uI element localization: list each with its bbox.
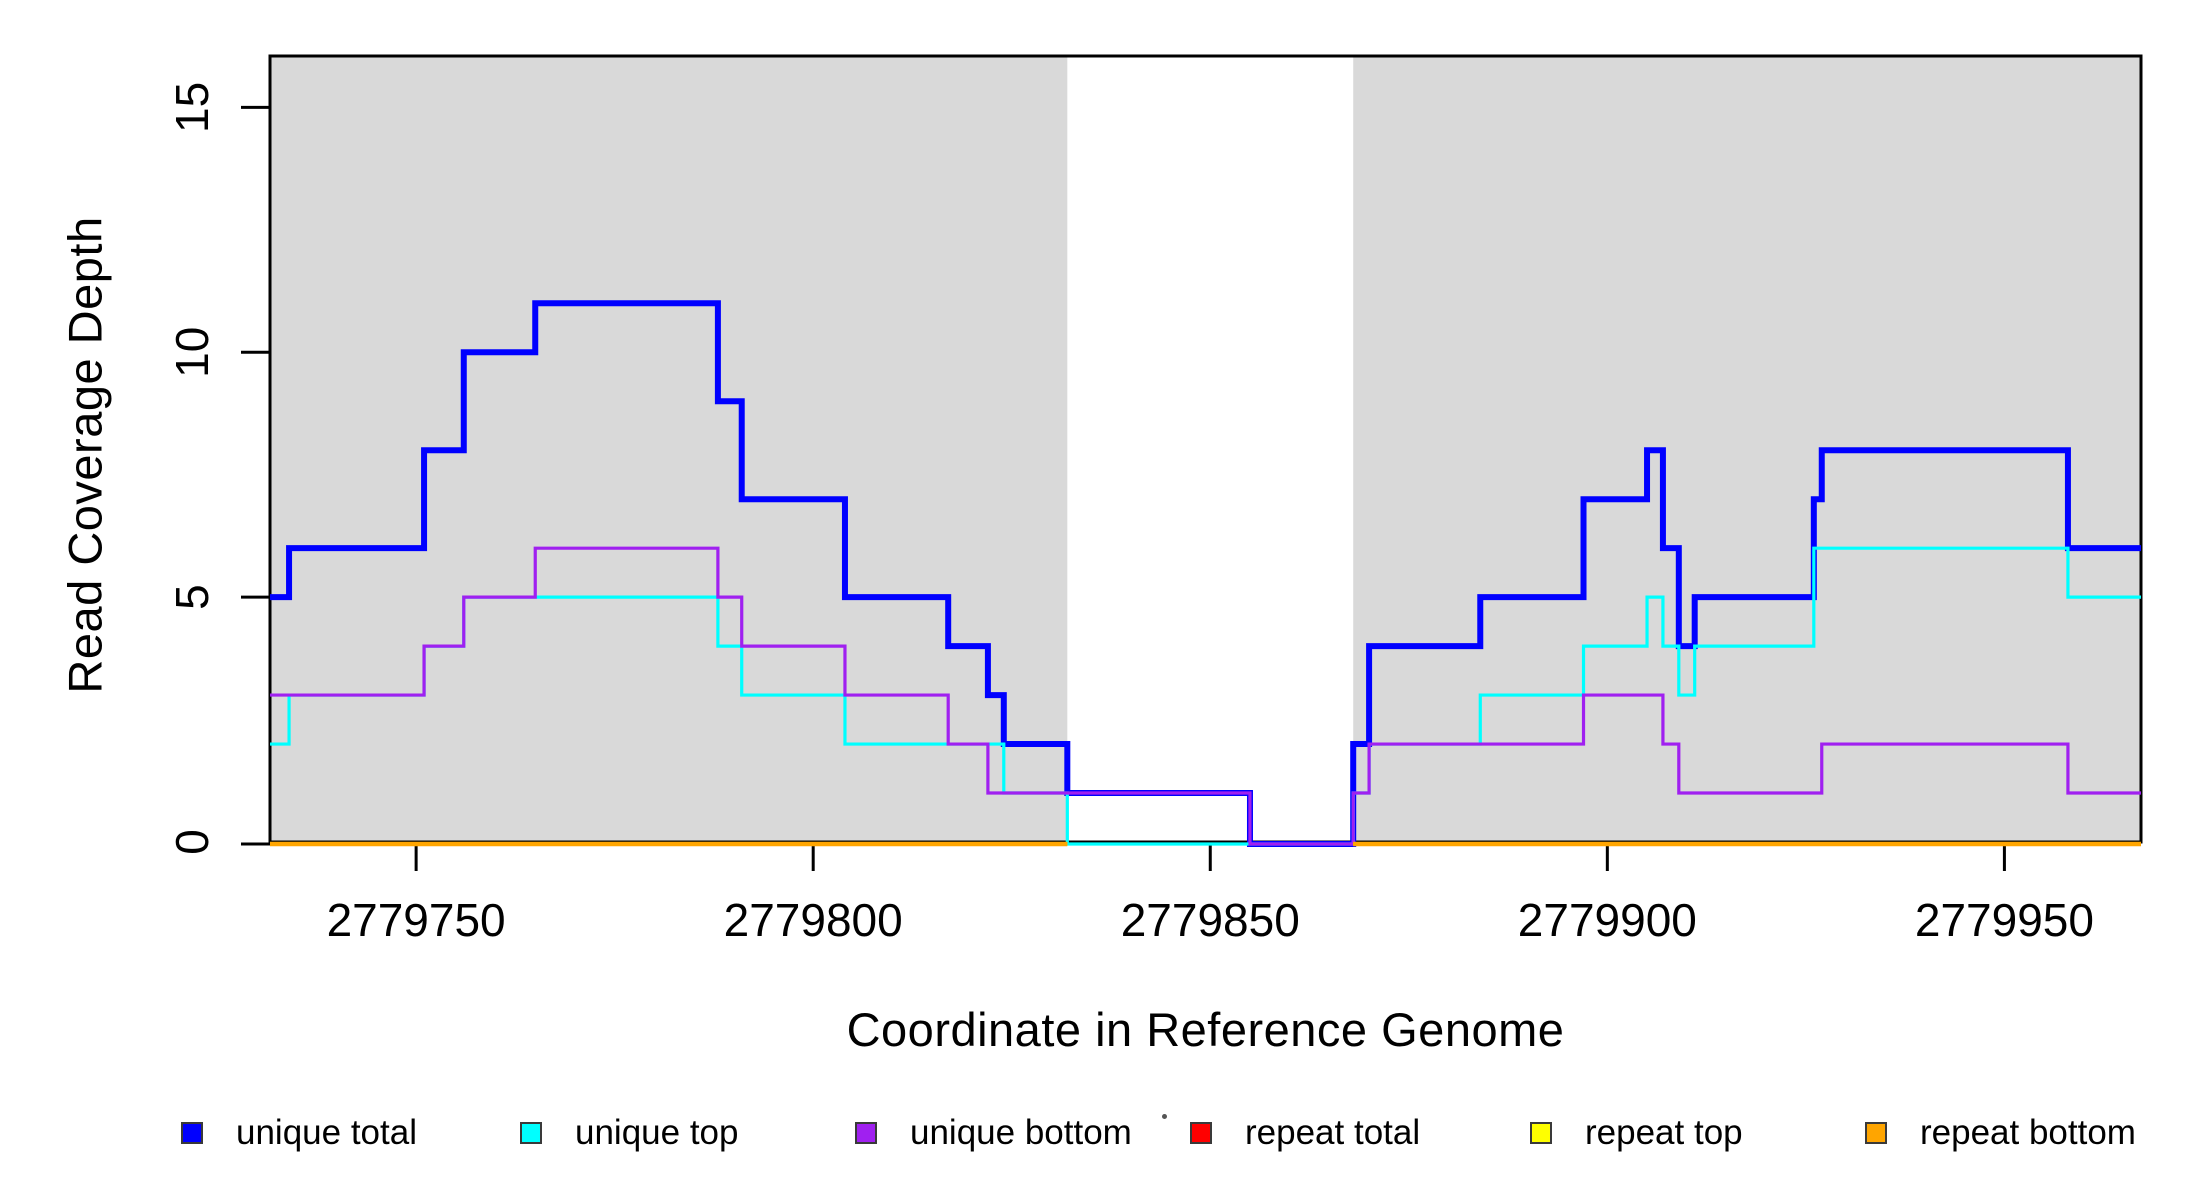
legend-label-unique-top: unique top bbox=[575, 1113, 739, 1152]
legend-item-repeat-total: repeat total bbox=[1190, 1110, 1420, 1156]
shaded-region bbox=[270, 56, 1068, 842]
legend-swatch-unique-total bbox=[181, 1122, 203, 1144]
legend-item-repeat-bottom: repeat bottom bbox=[1865, 1110, 2136, 1156]
x-tick-label: 2779800 bbox=[724, 894, 903, 946]
x-tick-label: 2779850 bbox=[1121, 894, 1300, 946]
legend-item-repeat-top: repeat top bbox=[1530, 1110, 1743, 1156]
legend-label-repeat-top: repeat top bbox=[1585, 1113, 1743, 1152]
legend-label-unique-total: unique total bbox=[236, 1113, 417, 1152]
y-tick-label: 5 bbox=[166, 584, 218, 610]
y-tick-label: 10 bbox=[166, 327, 218, 378]
y-tick-label: 0 bbox=[166, 829, 218, 855]
legend-item-unique-top: unique top bbox=[520, 1110, 738, 1156]
x-tick-label: 2779750 bbox=[327, 894, 506, 946]
x-tick-label: 2779900 bbox=[1518, 894, 1697, 946]
y-tick-label: 15 bbox=[166, 82, 218, 133]
legend-swatch-repeat-total bbox=[1190, 1122, 1212, 1144]
legend-item-unique-total: unique total bbox=[181, 1110, 417, 1156]
legend-swatch-repeat-top bbox=[1530, 1122, 1552, 1144]
stray-dot bbox=[1162, 1114, 1167, 1119]
x-tick-label: 2779950 bbox=[1915, 894, 2094, 946]
legend-item-unique-bottom: unique bottom bbox=[855, 1110, 1132, 1156]
legend-swatch-repeat-bottom bbox=[1865, 1122, 1887, 1144]
legend-swatch-unique-top bbox=[520, 1122, 542, 1144]
legend-label-repeat-total: repeat total bbox=[1245, 1113, 1421, 1152]
legend-swatch-unique-bottom bbox=[855, 1122, 877, 1144]
legend-label-unique-bottom: unique bottom bbox=[910, 1113, 1132, 1152]
plot-border bbox=[268, 54, 2143, 844]
y-axis-title: Read Coverage Depth bbox=[58, 216, 112, 694]
series-line-unique-bottom bbox=[270, 546, 2141, 846]
legend-label-repeat-bottom: repeat bottom bbox=[1920, 1113, 2136, 1152]
x-axis-title: Coordinate in Reference Genome bbox=[846, 1003, 1565, 1056]
